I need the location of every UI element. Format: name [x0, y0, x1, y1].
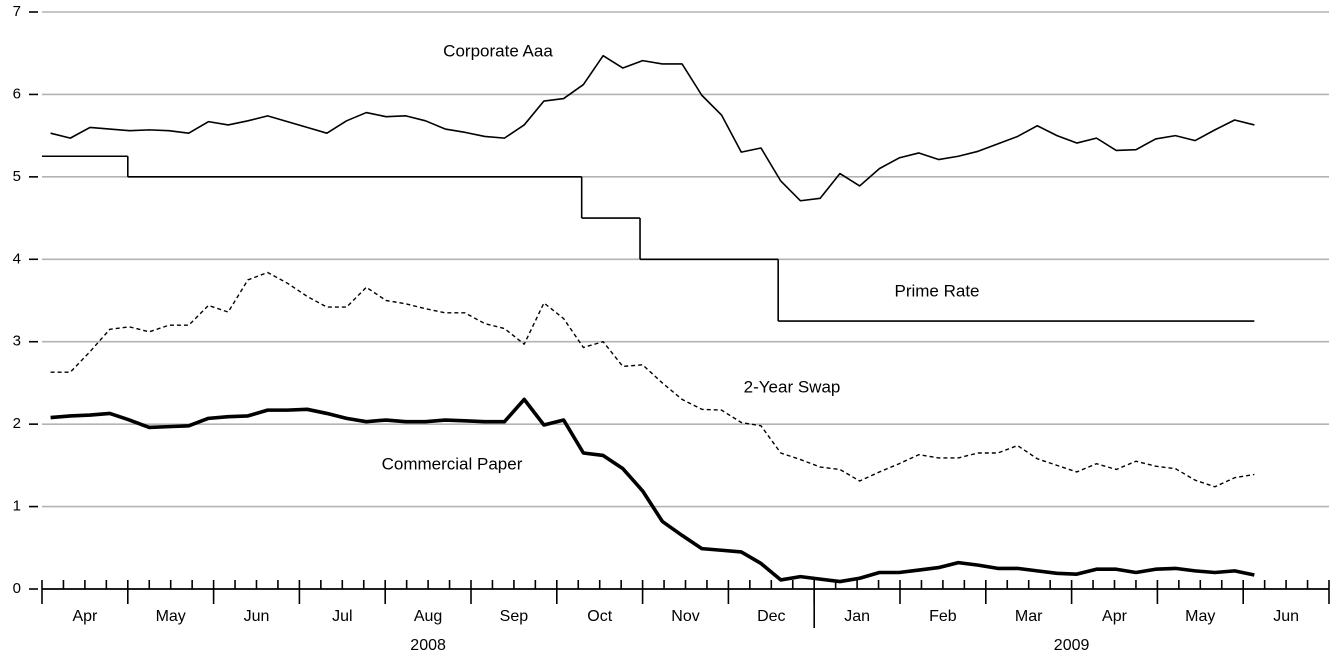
y-tick-label: 3: [13, 333, 21, 350]
month-label: Aug: [414, 608, 442, 625]
y-tick-label: 5: [13, 168, 21, 185]
y-tick-label: 7: [13, 3, 21, 20]
y-tick-label: 6: [13, 85, 21, 102]
month-label: Dec: [757, 608, 785, 625]
series-line: [50, 54, 1255, 202]
month-label: Apr: [1102, 608, 1128, 625]
series-line: [50, 271, 1255, 488]
month-label: Sep: [500, 608, 529, 625]
month-label: Apr: [72, 608, 98, 625]
y-tick-label: 2: [13, 415, 21, 432]
month-label: May: [1185, 608, 1215, 625]
month-label: Jan: [844, 608, 870, 625]
month-label: Nov: [671, 608, 699, 625]
series-label: Commercial Paper: [382, 454, 523, 473]
month-label: Mar: [1015, 608, 1043, 625]
series-line: [50, 397, 1255, 584]
month-label: Feb: [929, 608, 957, 625]
month-label: Oct: [587, 608, 612, 625]
y-tick-label: 0: [13, 580, 21, 597]
series-label: Prime Rate: [894, 281, 979, 300]
series-label: Corporate Aaa: [443, 41, 553, 60]
month-label: Jun: [244, 608, 270, 625]
y-tick-label: 1: [13, 498, 21, 515]
year-label: 2008: [410, 637, 446, 654]
year-label: 2009: [1054, 637, 1090, 654]
month-label: May: [156, 608, 186, 625]
month-label: Jul: [332, 608, 352, 625]
month-label: Jun: [1273, 608, 1299, 625]
y-tick-label: 4: [13, 250, 21, 267]
series-label: 2-Year Swap: [744, 377, 841, 396]
